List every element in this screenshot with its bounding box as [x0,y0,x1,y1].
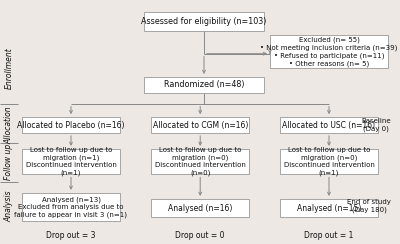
Text: Analysis: Analysis [4,190,13,222]
FancyBboxPatch shape [280,199,378,217]
Text: Assessed for eligibility (n=103): Assessed for eligibility (n=103) [141,17,267,26]
FancyBboxPatch shape [151,117,249,133]
Text: Drop out = 3: Drop out = 3 [46,231,96,240]
Text: Baseline
(Day 0): Baseline (Day 0) [362,118,391,132]
FancyBboxPatch shape [280,149,378,174]
Text: Lost to follow up due to
migration (n=0)
Discontinued intervention
(n=0): Lost to follow up due to migration (n=0)… [155,147,246,176]
FancyBboxPatch shape [22,193,120,221]
Text: Analysed (n=16): Analysed (n=16) [168,203,232,213]
Text: End of study
(Day 180): End of study (Day 180) [347,199,391,213]
Text: Randomized (n=48): Randomized (n=48) [164,80,244,89]
FancyBboxPatch shape [270,35,388,68]
Text: Allocated to USC (n=16): Allocated to USC (n=16) [282,121,376,130]
Text: Allocation: Allocation [4,106,13,144]
Text: Analysed (n=13)
Excluded from analysis due to
failure to appear in visit 3 (n=1): Analysed (n=13) Excluded from analysis d… [14,196,128,218]
Text: Excluded (n= 55)
• Not meeting inclusion criteria (n=39)
• Refused to participat: Excluded (n= 55) • Not meeting inclusion… [260,37,398,67]
FancyBboxPatch shape [151,149,249,174]
Text: Drop out = 0: Drop out = 0 [175,231,225,240]
Text: Follow up: Follow up [4,144,13,180]
FancyBboxPatch shape [22,117,120,133]
Text: Drop out = 1: Drop out = 1 [304,231,354,240]
Text: Lost to follow up due to
migration (n=0)
Discontinued intervention
(n=1): Lost to follow up due to migration (n=0)… [284,147,374,176]
FancyBboxPatch shape [280,117,378,133]
Text: Allocated to Placebo (n=16): Allocated to Placebo (n=16) [17,121,125,130]
FancyBboxPatch shape [144,77,264,93]
Text: Enrollment: Enrollment [4,47,13,89]
Text: Analysed (n=15): Analysed (n=15) [297,203,361,213]
Text: Allocated to CGM (n=16): Allocated to CGM (n=16) [152,121,248,130]
FancyBboxPatch shape [144,12,264,30]
Text: Lost to follow up due to
migration (n=1)
Discontinued intervention
(n=1): Lost to follow up due to migration (n=1)… [26,147,116,176]
FancyBboxPatch shape [151,199,249,217]
FancyBboxPatch shape [22,149,120,174]
